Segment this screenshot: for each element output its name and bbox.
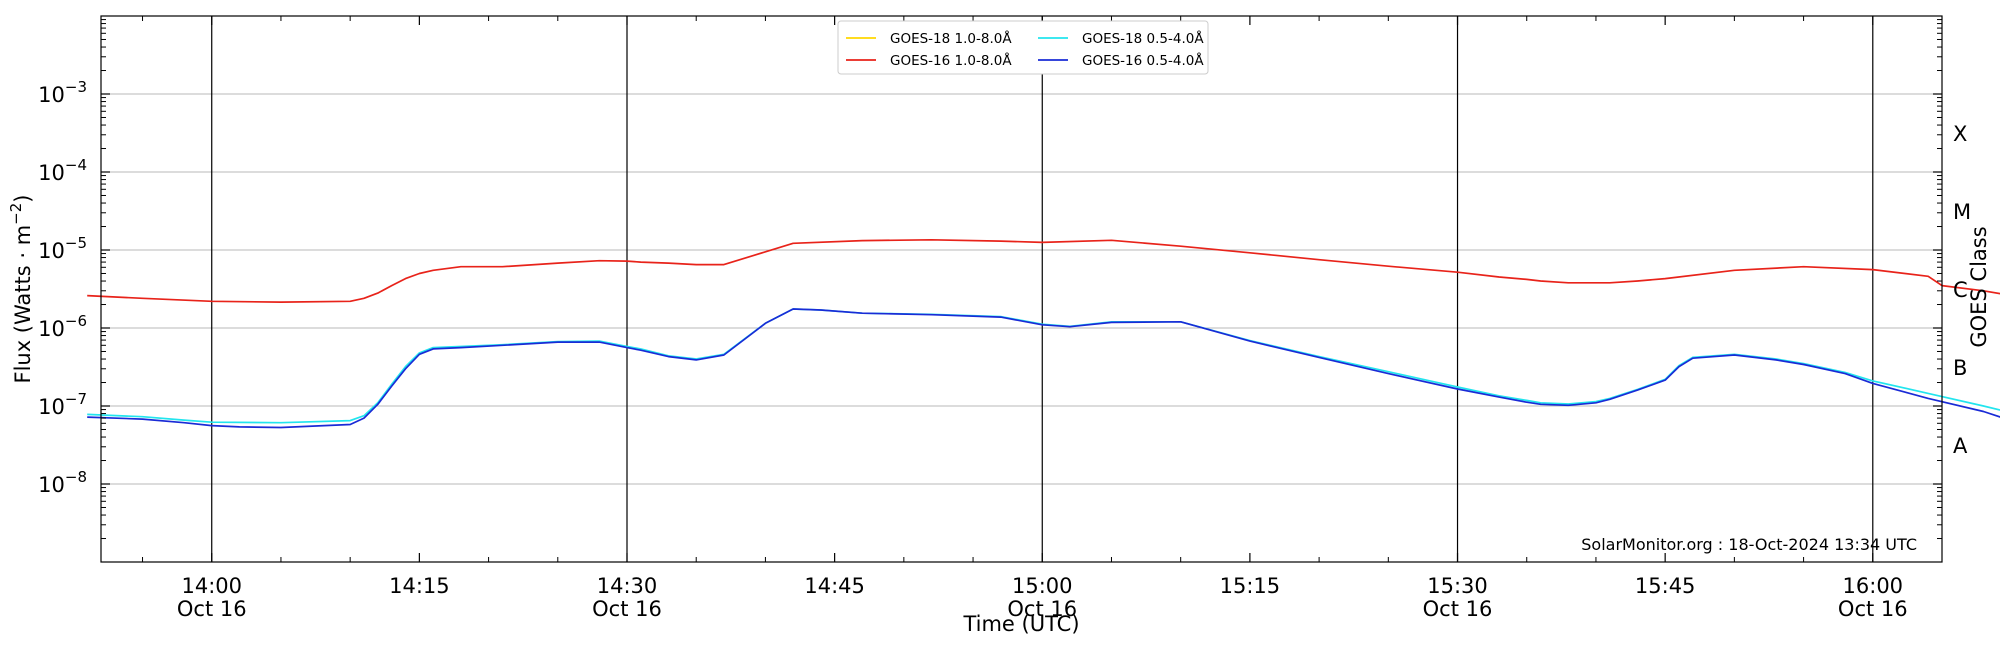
series-line-3	[87, 308, 2000, 429]
x-tick-label: 14:30	[597, 574, 658, 598]
x-axis-label: Time (UTC)	[962, 612, 1079, 636]
legend-entry-label: GOES-18 0.5-4.0Å	[1082, 30, 1204, 47]
x-tick-date-label: Oct 16	[1838, 597, 1908, 621]
x-tick-label: 15:15	[1220, 574, 1281, 598]
goes-class-label: M	[1953, 200, 1971, 224]
y-axis-label: Flux (Watts · m−2)	[7, 194, 35, 383]
x-tick-date-label: Oct 16	[1007, 597, 1077, 621]
x-tick-label: 15:45	[1635, 574, 1696, 598]
goes-class-label: A	[1953, 434, 1968, 458]
y-tick-label: 10−6	[38, 312, 87, 341]
y-tick-label: 10−5	[38, 234, 87, 263]
goes-class-label: B	[1953, 356, 1967, 380]
series-line-1	[87, 238, 2000, 303]
x-tick-label: 14:15	[389, 574, 450, 598]
x-tick-date-label: Oct 16	[592, 597, 662, 621]
x-tick-label: 16:00	[1843, 574, 1904, 598]
footer-credit: SolarMonitor.org : 18-Oct-2024 13:34 UTC	[1581, 535, 1917, 554]
y-tick-label: 10−8	[38, 468, 87, 497]
series-layer	[87, 238, 2000, 429]
goes-class-label: X	[1953, 122, 1967, 146]
goes-class-axis: X M C B A	[1953, 122, 1971, 458]
grid-lines	[101, 93, 1942, 485]
x-tick-label: 15:30	[1427, 574, 1488, 598]
x-tick-label: 15:00	[1012, 574, 1073, 598]
y-tick-label: 10−3	[38, 78, 87, 107]
legend-box	[837, 20, 1209, 75]
x-tick-label: 14:00	[181, 574, 242, 598]
y-tick-label: 10−4	[38, 156, 87, 185]
x-tick-label: 14:45	[804, 574, 865, 598]
legend-entry-label: GOES-18 1.0-8.0Å	[890, 30, 1012, 47]
legend: GOES-18 1.0-8.0Å GOES-18 0.5-4.0Å GOES-16 …	[837, 20, 1209, 75]
y-tick-label: 10−7	[38, 390, 87, 419]
legend-entry-label: GOES-16 1.0-8.0Å	[890, 52, 1012, 69]
y-axis: 10−3 10−4 10−5 10−6 10−7 10−8	[38, 19, 1942, 540]
x-tick-date-label: Oct 16	[177, 597, 247, 621]
goes-class-axis-label: GOES Class	[1967, 226, 1991, 347]
legend-entry-label: GOES-16 0.5-4.0Å	[1082, 52, 1204, 69]
day-marker-lines	[211, 16, 1874, 562]
x-tick-date-label: Oct 16	[1423, 597, 1493, 621]
plot-frame	[100, 15, 1943, 563]
goes-class-label: C	[1953, 278, 1968, 302]
